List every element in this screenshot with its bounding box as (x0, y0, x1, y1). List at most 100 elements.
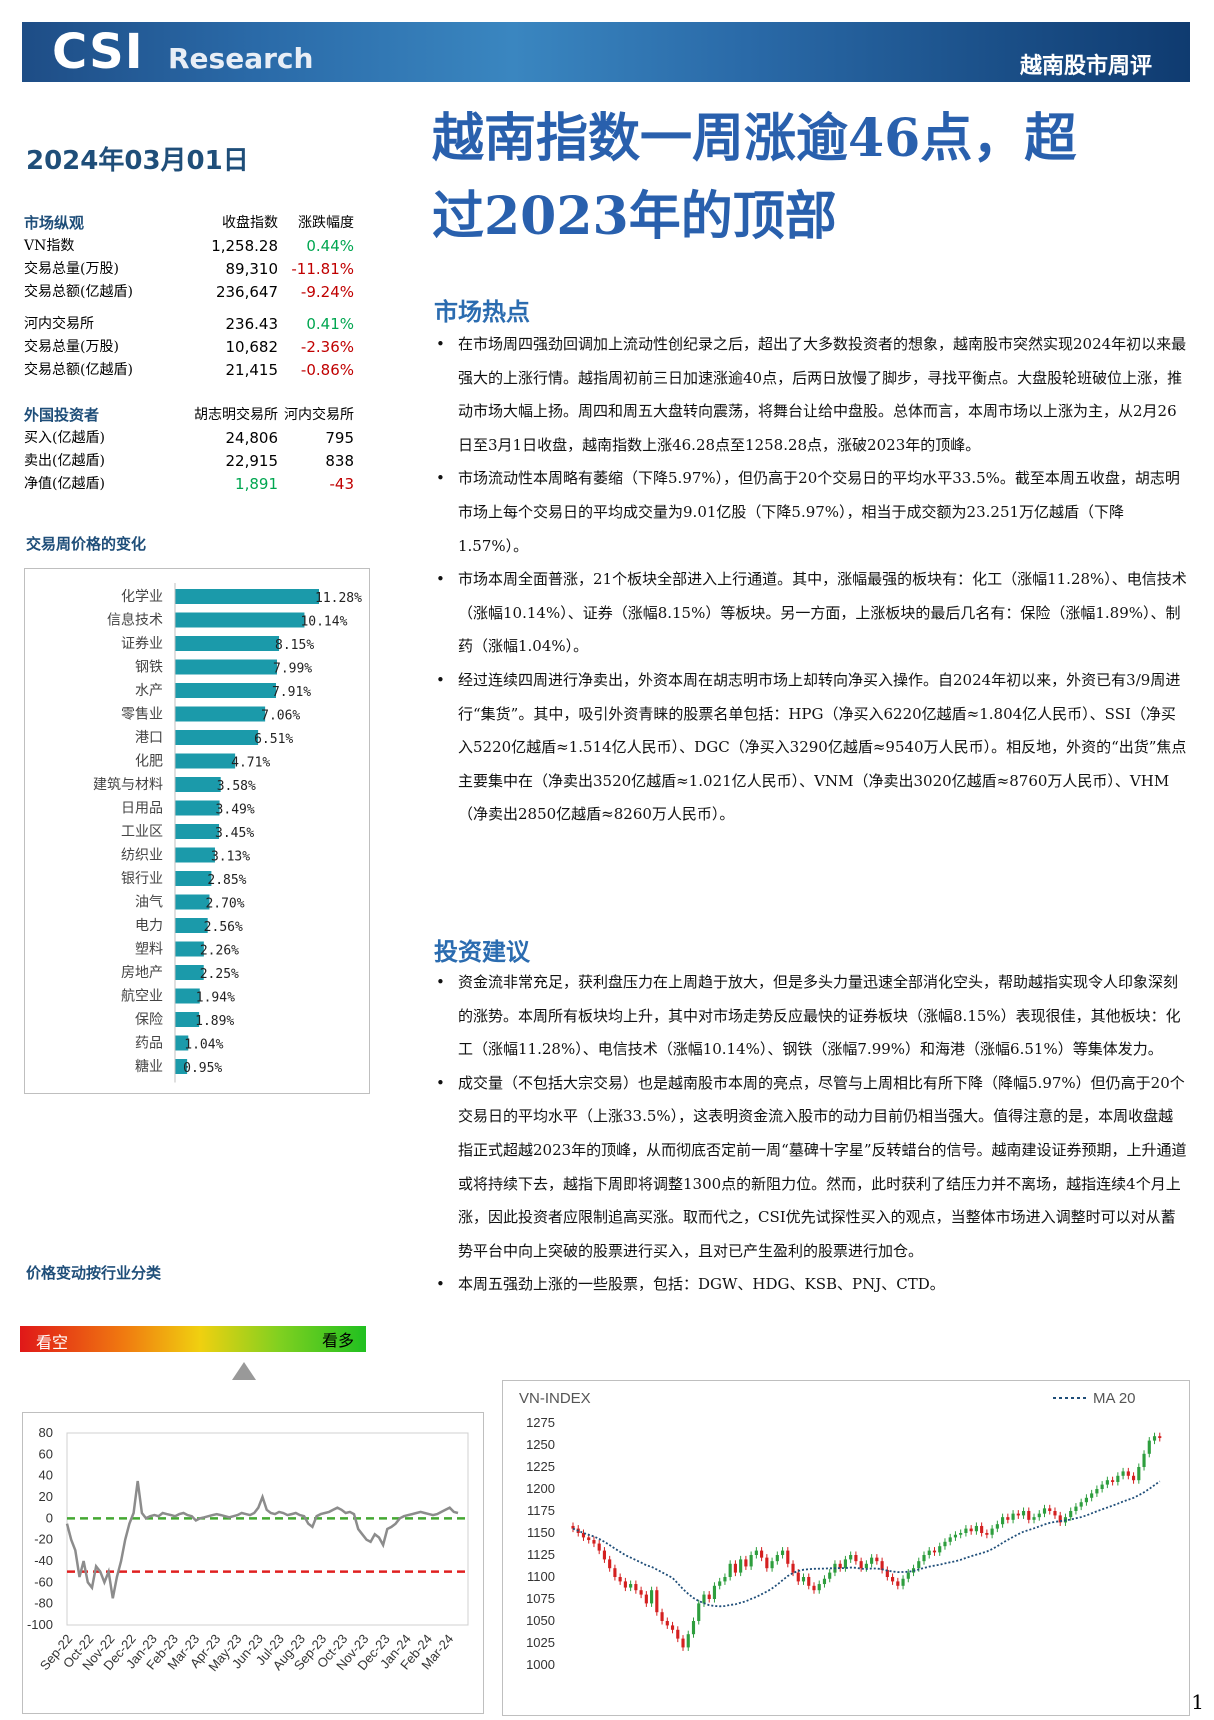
candle-body (969, 1528, 973, 1532)
candle-body (959, 1533, 963, 1535)
candle-body (948, 1537, 952, 1542)
sector-bar-svg: 化学业 11.28% 信息技术 10.14% 证券业 8.15% 钢铁 7.99% 水产 7.91… (93, 583, 362, 1083)
row-hcm: 22,915 (225, 452, 279, 470)
candle-body (655, 1590, 659, 1613)
candle-body (854, 1555, 858, 1562)
foreign-investor-table: 外国投资者 胡志明交易所 河内交易所 买入(亿越盾) 24,806 795 卖出(亿… (24, 404, 354, 496)
candle-body (1084, 1497, 1088, 1503)
row-hn: -43 (329, 475, 355, 493)
market-overview-title: 市场纵观 (24, 214, 85, 232)
candle-body (739, 1559, 743, 1573)
page-number: 1 (1191, 1690, 1204, 1714)
candle-body (697, 1603, 701, 1621)
bar-value-label: 8.15% (275, 638, 314, 653)
bar (175, 706, 266, 722)
row-value: 89,310 (225, 260, 279, 278)
candle-body (602, 1550, 607, 1560)
candle-body (1032, 1517, 1036, 1520)
breadth-line-svg: 806040200-20-40-60-80-100Sep-22Oct-22Nov… (27, 1425, 469, 1674)
candle-body (859, 1561, 863, 1569)
candle-body (644, 1594, 648, 1604)
report-date: 2024年03月01日 (26, 146, 249, 176)
row-value: 21,415 (225, 361, 279, 379)
plot-frame (66, 1432, 469, 1626)
bar-category-label: 建筑与材料 (93, 777, 163, 793)
bar (175, 1012, 200, 1027)
candle-body (1116, 1475, 1120, 1482)
candle-body (875, 1557, 879, 1562)
bar-value-label: 6.51% (254, 732, 293, 747)
bar (175, 988, 200, 1004)
candle-body (1142, 1453, 1146, 1467)
table-row: 交易总额(亿越盾) 236,647 -9.24% (24, 281, 354, 304)
bar-value-label: 7.06% (261, 709, 300, 724)
candle-body (1095, 1489, 1099, 1494)
candle-body (623, 1581, 627, 1588)
bar-category-label: 糖业 (135, 1059, 163, 1075)
candle-body (1048, 1508, 1052, 1511)
breadth-line-chart: 80 60 40 20 0 -20 -40 -60 -80 -100 Sep-22 Oct-22 Nov… (22, 1412, 484, 1714)
bar (175, 847, 215, 863)
candle-body (618, 1577, 622, 1582)
candle-body (985, 1533, 989, 1535)
bar-category-label: 纺织业 (121, 848, 163, 864)
candle-body (807, 1577, 811, 1586)
row-hcm: 1,891 (235, 475, 278, 493)
y-tick-label: 1125 (527, 1547, 555, 1562)
candle-body (891, 1577, 895, 1582)
candle-body (592, 1540, 596, 1544)
list-item: 本周五强劲上涨的一些股票，包括：DGW、HDG、KSB、PNJ、CTD。 (436, 1268, 1188, 1302)
chart-title: VN-INDEX (519, 1390, 591, 1407)
y-tick-label: -60 (34, 1574, 53, 1589)
legend-ma-label: MA 20 (1093, 1390, 1136, 1407)
candle-body (1131, 1475, 1136, 1481)
bar-category-label: 油气 (135, 895, 163, 911)
y-tick-label: 1275 (526, 1415, 555, 1430)
header-banner: CSI Research 越南股市周评 (22, 22, 1190, 82)
row-change: -2.36% (300, 338, 354, 356)
row-change: -11.81% (291, 260, 354, 278)
candle-body (817, 1584, 821, 1591)
section-advice-heading: 投资建议 (434, 938, 530, 966)
candle-body (728, 1563, 732, 1577)
candle-body (1126, 1471, 1130, 1476)
bar (175, 800, 220, 816)
advice-bullets: 资金流非常充足，获利盘压力在上周趋于放大，但是多头力量迅速全部消化空头，帮助越指… (436, 966, 1188, 1302)
list-item: 市场本周全面普涨，21个板块全部进入上行通道。其中，涨幅最强的板块有：化工（涨幅… (436, 563, 1188, 664)
breadth-series-line (65, 1480, 459, 1599)
logo-research: Research (168, 42, 314, 75)
row-label: 净值(亿越盾) (24, 476, 105, 492)
candle-body (702, 1594, 706, 1604)
bar-category-label: 工业区 (121, 824, 163, 840)
foreign-header: 外国投资者 胡志明交易所 河内交易所 (24, 404, 354, 427)
candle-body (733, 1563, 737, 1573)
candle-body (990, 1528, 994, 1535)
bar-category-label: 港口 (135, 730, 163, 746)
candle-body (749, 1555, 753, 1567)
row-label: 交易总量(万股) (24, 339, 119, 355)
candle-body (1079, 1502, 1083, 1507)
candle-body (665, 1621, 669, 1626)
candle-body (828, 1572, 832, 1579)
bar (175, 824, 220, 839)
candle-body (1158, 1436, 1162, 1438)
y-tick-label: 60 (39, 1446, 53, 1461)
bar (175, 941, 204, 957)
bar-value-label: 1.94% (196, 991, 235, 1006)
candle-body (791, 1563, 795, 1573)
candle-body (770, 1561, 774, 1569)
bar-value-label: 3.58% (217, 779, 256, 794)
bar-value-label: 2.70% (205, 897, 244, 912)
candle-body (686, 1634, 690, 1648)
candle-body (812, 1585, 816, 1591)
candle-body (754, 1550, 758, 1555)
bar-category-label: 钢铁 (135, 660, 163, 676)
candle-body (801, 1577, 806, 1582)
title-line-2: 过2023年的顶部 (432, 186, 837, 247)
candle-body (723, 1577, 727, 1582)
bar-category-label: 化学业 (121, 589, 163, 605)
candle-body (1111, 1480, 1115, 1482)
candle-body (927, 1550, 931, 1555)
bar (175, 683, 276, 698)
bar-value-label: 2.85% (207, 873, 246, 888)
